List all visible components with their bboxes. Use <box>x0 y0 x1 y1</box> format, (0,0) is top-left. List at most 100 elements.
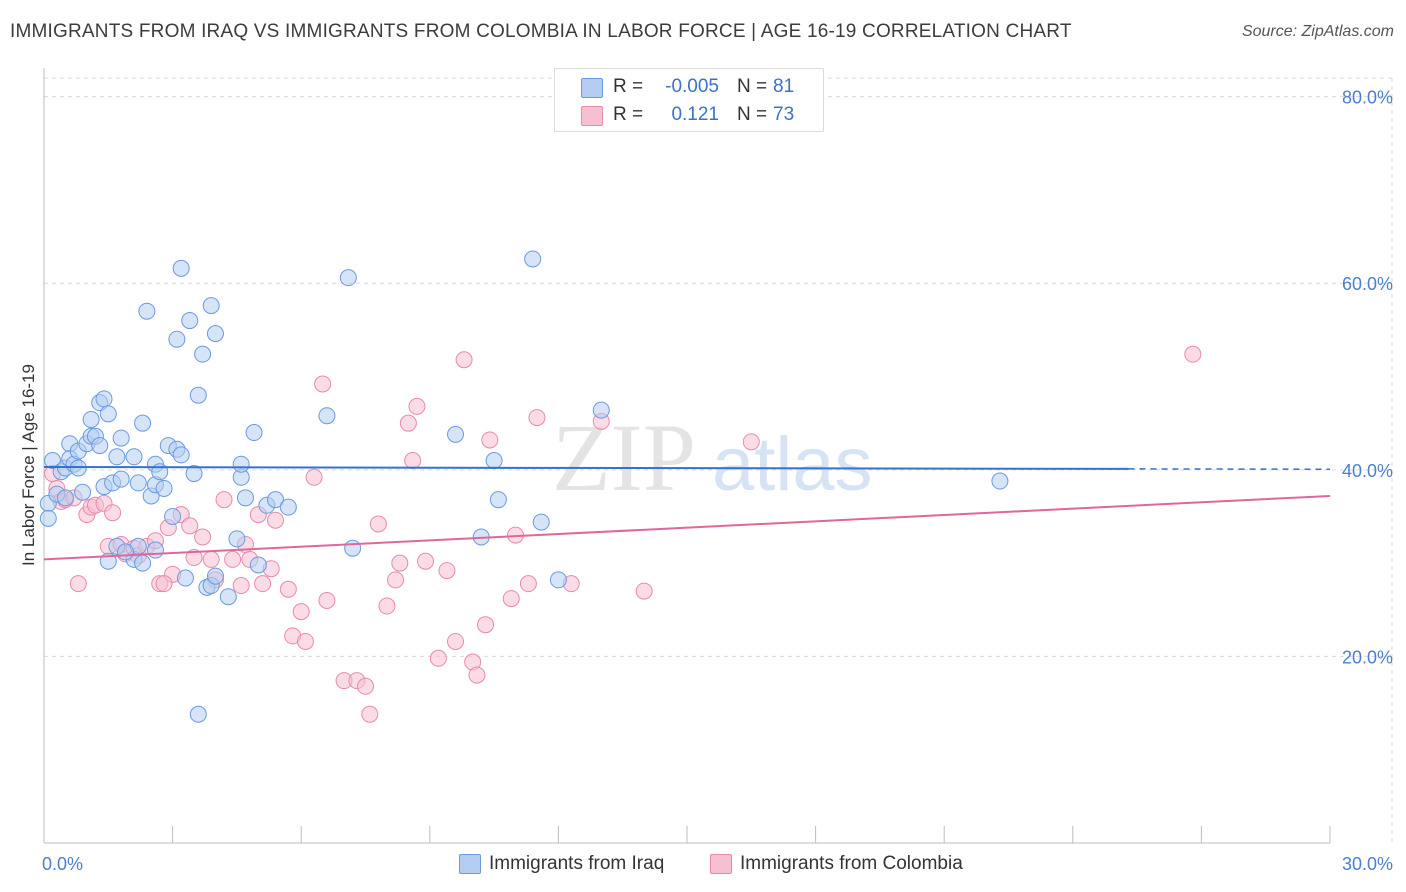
data-point-iraq <box>206 567 224 585</box>
data-point-iraq <box>82 410 100 428</box>
data-point-colombia <box>292 603 310 621</box>
tick-labels: 20.0% 40.0% 60.0% 80.0% 0.0% 30.0% <box>42 88 1393 874</box>
data-point-iraq <box>164 507 182 525</box>
watermark-zip: ZIP <box>552 404 696 511</box>
data-point-iraq <box>206 325 224 343</box>
axes <box>43 68 1331 844</box>
data-point-iraq <box>39 509 57 527</box>
data-point-iraq <box>489 491 507 509</box>
data-point-iraq <box>44 452 62 469</box>
data-point-iraq <box>339 269 357 287</box>
data-point-iraq <box>74 483 92 501</box>
legend-n-value: 81 <box>773 76 795 97</box>
data-point-iraq <box>344 539 362 557</box>
data-point-colombia <box>378 597 396 615</box>
data-point-colombia <box>447 632 465 650</box>
data-point-iraq <box>524 250 542 268</box>
data-point-iraq <box>56 489 74 507</box>
data-point-colombia <box>254 575 272 593</box>
data-point-iraq <box>447 425 465 443</box>
data-point-iraq <box>279 498 297 516</box>
data-point-iraq <box>194 345 212 363</box>
data-point-colombia <box>391 554 409 572</box>
data-point-colombia <box>742 433 760 451</box>
trend-line-colombia <box>43 494 1331 561</box>
series-label-iraq: Immigrants from Iraq <box>489 853 665 874</box>
data-point-iraq <box>138 302 156 320</box>
data-point-iraq <box>146 541 164 559</box>
data-point-colombia <box>387 571 405 589</box>
data-point-colombia <box>155 575 173 593</box>
data-point-colombia <box>318 591 336 609</box>
data-points <box>39 250 1202 723</box>
data-point-iraq <box>99 405 117 423</box>
data-point-colombia <box>232 577 250 595</box>
data-point-iraq <box>249 556 267 574</box>
data-point-colombia <box>1184 345 1202 363</box>
data-point-colombia <box>468 666 486 684</box>
data-point-colombia <box>194 528 212 546</box>
data-point-iraq <box>112 470 130 488</box>
legend-r-label: R = <box>613 104 644 125</box>
data-point-colombia <box>305 468 323 486</box>
data-point-iraq <box>181 312 199 330</box>
data-point-iraq <box>172 446 190 464</box>
trend-lines <box>43 466 1331 561</box>
data-point-iraq <box>266 491 284 509</box>
legend-r-label: R = <box>613 76 644 97</box>
data-point-colombia <box>181 517 199 535</box>
data-point-iraq <box>991 472 1009 490</box>
data-point-colombia <box>357 677 374 695</box>
chart-title: IMMIGRANTS FROM IRAQ VS IMMIGRANTS FROM … <box>10 21 1072 42</box>
data-point-iraq <box>236 489 254 507</box>
data-point-iraq <box>549 571 567 589</box>
data-point-iraq <box>176 569 194 587</box>
data-point-colombia <box>635 582 653 600</box>
data-point-colombia <box>399 414 417 432</box>
watermark-atlas: atlas <box>712 422 873 507</box>
legend-swatch-colombia <box>581 106 603 126</box>
legend-n-label: N = <box>737 104 768 125</box>
data-point-colombia <box>314 375 332 393</box>
data-point-colombia <box>477 616 495 634</box>
data-point-colombia <box>69 575 87 593</box>
data-point-colombia <box>104 504 122 522</box>
data-point-iraq <box>219 588 237 606</box>
data-point-iraq <box>95 390 113 408</box>
data-point-iraq <box>532 513 550 531</box>
data-point-iraq <box>232 455 250 473</box>
data-point-colombia <box>279 580 297 598</box>
data-point-iraq <box>112 429 130 447</box>
data-point-colombia <box>481 431 499 449</box>
legend-swatch-iraq <box>581 78 603 98</box>
data-point-iraq <box>245 424 263 442</box>
data-point-colombia <box>502 590 520 608</box>
data-point-colombia <box>417 552 435 570</box>
data-point-colombia <box>528 409 546 427</box>
data-point-colombia <box>455 351 473 369</box>
data-point-iraq <box>129 474 147 492</box>
data-point-colombia <box>215 491 233 509</box>
series-swatch-colombia <box>710 854 732 874</box>
data-point-colombia <box>408 397 426 415</box>
data-point-colombia <box>296 632 314 650</box>
y-tick-label: 20.0% <box>1342 647 1393 667</box>
data-point-colombia <box>404 452 422 469</box>
series-swatch-iraq <box>459 854 481 874</box>
data-point-iraq <box>228 530 246 548</box>
source-credit: Source: ZipAtlas.com <box>1241 23 1394 40</box>
data-point-colombia <box>438 562 456 580</box>
data-point-iraq <box>134 414 152 432</box>
data-point-iraq <box>485 452 503 469</box>
data-point-iraq <box>116 543 134 561</box>
data-point-iraq <box>91 437 109 455</box>
legend-r-value: -0.005 <box>665 76 719 97</box>
data-point-colombia <box>185 549 203 567</box>
y-tick-label: 60.0% <box>1342 274 1393 294</box>
data-point-iraq <box>168 330 186 348</box>
data-point-colombia <box>369 515 387 533</box>
x-tick-label: 0.0% <box>42 854 83 874</box>
legend-n-value: 73 <box>773 104 795 125</box>
data-point-iraq <box>189 386 207 404</box>
